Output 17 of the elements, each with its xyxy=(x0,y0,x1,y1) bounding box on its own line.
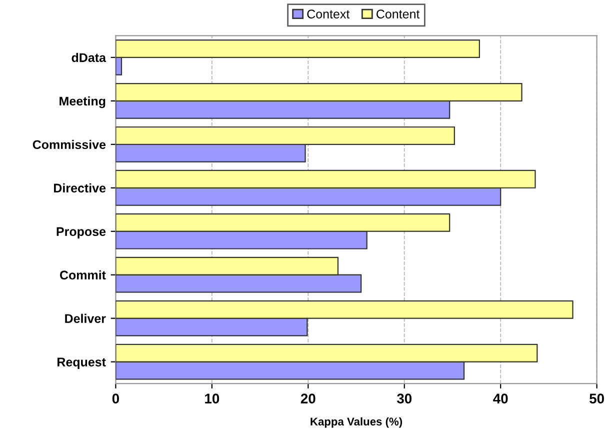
y-tick-label: dData xyxy=(72,52,106,62)
legend-label: Context xyxy=(307,10,350,18)
x-tick-label: 40 xyxy=(493,394,508,404)
x-tick-label: 20 xyxy=(300,394,316,404)
x-axis-title: Kappa Values (%) xyxy=(310,417,402,428)
y-tick-label: Deliver xyxy=(65,314,106,323)
x-tick-label: 50 xyxy=(590,394,604,404)
y-tick-label: Commissive xyxy=(32,140,106,150)
y-tick-label: Propose xyxy=(56,227,106,238)
x-tick-label: 30 xyxy=(396,394,412,404)
y-tick-label: Meeting xyxy=(60,96,106,108)
y-tick-label: Request xyxy=(58,358,106,369)
legend-label: Content xyxy=(376,10,420,18)
y-tick-label: Directive xyxy=(54,183,106,193)
y-tick-label: Commit xyxy=(60,270,106,280)
x-tick-label: 0 xyxy=(112,394,120,404)
x-tick-label: 10 xyxy=(205,394,220,404)
